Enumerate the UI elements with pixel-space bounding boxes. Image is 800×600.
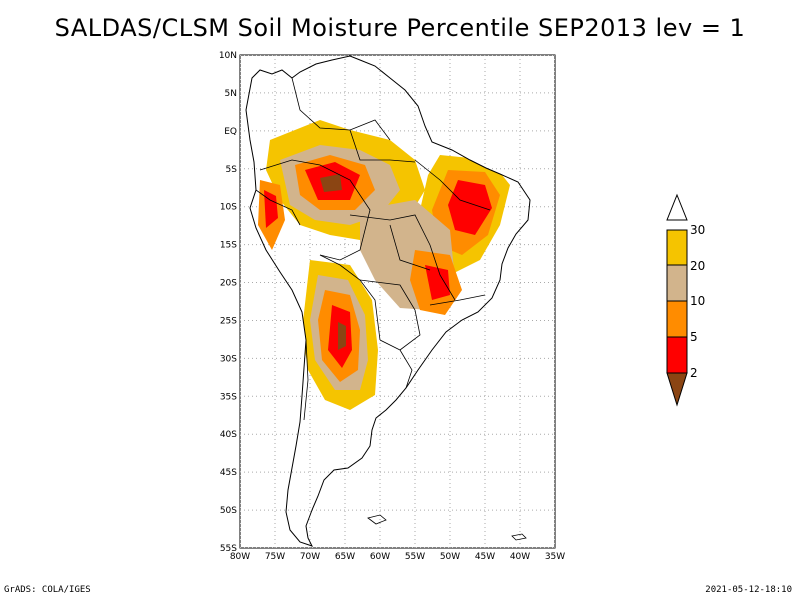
legend-label-2: 2 [690,366,698,380]
lat-tick-label: 50S [220,506,237,516]
lat-tick-label: 55S [220,544,237,554]
lon-tick-label: 45W [475,552,495,560]
lat-tick-label: 40S [220,430,237,440]
legend-swatch-5-10 [666,300,688,338]
lat-tick-label: 45S [220,468,237,478]
legend-swatch-20-30 [666,229,688,266]
footer-timestamp: 2021-05-12-18:10 [705,585,792,595]
legend-arrow-bottom [666,372,688,407]
legend-label-20: 20 [690,259,706,273]
field-brown-north [320,174,342,192]
legend-swatch-10-20 [666,264,688,302]
lat-axis: 10N 5N EQ 5S 10S 15S 20S 25S 30S 35S 40S 45S 50S 55S [219,51,237,554]
lat-tick-label: 35S [220,392,237,402]
map-svg: 10N5NEQ5S10S15S20S25S30S35S40S45S50S55S … [219,51,565,562]
lat-tick-label: 30S [220,354,237,364]
lon-tick-label: 60W [370,552,390,560]
legend-swatch-2-5 [666,336,688,374]
lat-tick-label: 10N [219,51,237,61]
lat-tick-label: EQ [224,127,237,137]
lon-tick-label: 55W [405,552,425,560]
lon-axis: 80W 75W 70W 65W 60W 55W 50W 45W 40W 35W [230,552,565,562]
lon-tick-label: 65W [335,552,355,560]
field-red-central [425,265,450,300]
continent-outline [245,55,531,547]
lat-tick-label: 10S [220,203,237,213]
lon-tick-label: 75W [265,552,285,560]
field-red-ne [448,180,492,235]
map-panel: 10N 5N EQ 5S 10S 15S 20S 25S 30S 35S 40S 45S 50S 55S … [200,50,600,562]
legend-label-5: 5 [690,330,698,344]
field-brown-south [338,322,346,350]
legend-label-30: 30 [690,223,706,237]
lat-tick-label: 5N [225,89,237,99]
legend-label-10: 10 [690,294,706,308]
lon-tick-label: 50W [440,552,460,560]
lon-tick-label: 80W [230,552,250,560]
legend-arrow-top [666,193,688,221]
lat-tick-label: 5S [226,165,238,175]
lon-tick-label: 35W [545,552,565,560]
lon-tick-label: 40W [510,552,530,560]
footer-credit: GrADS: COLA/IGES [4,585,91,595]
map-title: SALDAS/CLSM Soil Moisture Percentile SEP… [54,14,746,42]
legend-colorbar [666,193,688,407]
falkland-islands [367,514,387,525]
lat-tick-label: 15S [220,241,237,251]
lat-tick-label: 25S [220,316,237,326]
south-georgia-island [511,533,527,541]
field-red-west [264,190,278,228]
country-borders [255,77,491,421]
lon-tick-label: 70W [300,552,320,560]
lat-tick-label: 20S [220,279,237,289]
moisture-field [258,120,510,410]
